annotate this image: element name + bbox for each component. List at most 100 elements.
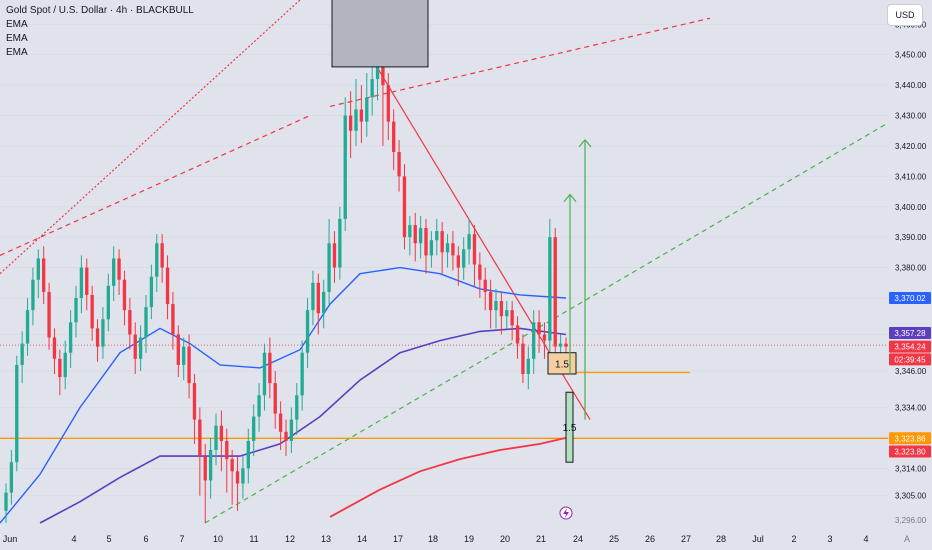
symbol-title[interactable]: Gold Spot / U.S. Dollar · 4h · BLACKBULL — [6, 5, 194, 16]
price-tag[interactable] — [889, 432, 931, 445]
price-tag[interactable] — [889, 326, 931, 339]
currency-button[interactable]: USD — [887, 4, 923, 26]
candle-body[interactable] — [408, 225, 412, 238]
candle-body[interactable] — [214, 425, 218, 451]
candle-body[interactable] — [160, 243, 164, 268]
candle-body[interactable] — [445, 243, 450, 253]
price-tag[interactable] — [889, 340, 931, 353]
candle-body[interactable] — [402, 176, 407, 238]
candle-body[interactable] — [488, 291, 493, 311]
candle-body[interactable] — [510, 310, 514, 326]
candle-body[interactable] — [144, 307, 148, 338]
candle-body[interactable] — [58, 358, 62, 378]
candle-body[interactable] — [85, 267, 89, 295]
candle-body[interactable] — [564, 343, 568, 347]
candle-body[interactable] — [386, 85, 390, 122]
candle-body[interactable] — [117, 258, 121, 280]
candle-body[interactable] — [36, 258, 40, 280]
annotation-box[interactable] — [331, 0, 429, 68]
candle-body[interactable] — [47, 291, 51, 338]
candle-body[interactable] — [95, 328, 100, 347]
ema-fast-line[interactable] — [0, 266, 567, 524]
candle-body[interactable] — [90, 294, 94, 329]
candle-body[interactable] — [440, 231, 444, 253]
candle-body[interactable] — [235, 471, 240, 484]
indicator-ema-1[interactable]: EMA — [6, 19, 28, 30]
candle-body[interactable] — [370, 79, 374, 98]
candle-body[interactable] — [413, 225, 417, 244]
candle-body[interactable] — [332, 243, 337, 268]
candle-body[interactable] — [499, 301, 504, 317]
candle-body[interactable] — [381, 51, 385, 86]
candle-body[interactable] — [295, 395, 299, 420]
price-tag[interactable] — [889, 445, 931, 458]
candle-body[interactable] — [494, 301, 498, 311]
candle-body[interactable] — [112, 258, 116, 286]
candle-body[interactable] — [165, 267, 170, 305]
candle-body[interactable] — [392, 121, 396, 153]
candle-body[interactable] — [273, 383, 277, 414]
candle-body[interactable] — [198, 419, 202, 457]
candle-body[interactable] — [521, 343, 525, 375]
candle-body[interactable] — [257, 395, 261, 417]
candle-body[interactable] — [467, 234, 471, 250]
candle-body[interactable] — [515, 325, 520, 344]
candle-body[interactable] — [289, 419, 294, 441]
candle-body[interactable] — [246, 440, 250, 469]
candle-body[interactable] — [300, 352, 304, 396]
candle-body[interactable] — [359, 109, 364, 122]
ema-slow-line[interactable] — [329, 437, 567, 518]
candle-body[interactable] — [278, 413, 283, 432]
candle-body[interactable] — [138, 337, 143, 359]
candle-body[interactable] — [462, 249, 466, 268]
trendline[interactable] — [329, 17, 711, 108]
candle-body[interactable] — [171, 304, 175, 335]
candle-body[interactable] — [15, 364, 19, 463]
candle-body[interactable] — [128, 310, 132, 335]
candle-body[interactable] — [348, 115, 353, 131]
candle-body[interactable] — [418, 228, 423, 244]
candle-body[interactable] — [343, 115, 347, 219]
candle-body[interactable] — [4, 492, 8, 511]
candle-body[interactable] — [435, 231, 439, 241]
annotation-box[interactable] — [547, 352, 577, 375]
candle-body[interactable] — [553, 237, 557, 347]
price-axis[interactable] — [888, 0, 932, 550]
candle-body[interactable] — [252, 416, 256, 441]
candle-body[interactable] — [305, 310, 310, 353]
candle-body[interactable] — [133, 334, 137, 359]
candle-body[interactable] — [176, 334, 180, 365]
candle-body[interactable] — [558, 343, 563, 347]
candle-body[interactable] — [424, 228, 428, 256]
candle-body[interactable] — [241, 468, 245, 484]
candle-body[interactable] — [9, 462, 14, 493]
candle-body[interactable] — [456, 255, 460, 268]
annotation-box[interactable] — [565, 391, 574, 463]
candle-body[interactable] — [155, 243, 159, 277]
candle-body[interactable] — [182, 346, 186, 365]
candle-body[interactable] — [230, 459, 234, 472]
candle-body[interactable] — [63, 352, 67, 378]
candle-body[interactable] — [31, 279, 35, 311]
candle-body[interactable] — [327, 243, 331, 292]
candle-body[interactable] — [52, 337, 57, 359]
candle-body[interactable] — [532, 322, 536, 359]
candle-body[interactable] — [79, 267, 84, 298]
candle-body[interactable] — [322, 291, 326, 314]
candle-body[interactable] — [187, 346, 191, 384]
candle-body[interactable] — [429, 240, 434, 256]
candle-body[interactable] — [268, 352, 272, 384]
candle-body[interactable] — [149, 276, 154, 308]
candle-body[interactable] — [284, 431, 288, 441]
candle-body[interactable] — [208, 450, 213, 481]
price-tag[interactable] — [889, 353, 931, 366]
ema-mid-line[interactable] — [39, 327, 567, 524]
candle-body[interactable] — [365, 97, 369, 122]
auto-scale-button[interactable]: A — [904, 534, 911, 544]
candle-body[interactable] — [451, 243, 455, 256]
candle-body[interactable] — [548, 237, 552, 341]
candle-body[interactable] — [537, 322, 541, 335]
candle-body[interactable] — [478, 264, 482, 280]
candle-body[interactable] — [397, 152, 401, 177]
